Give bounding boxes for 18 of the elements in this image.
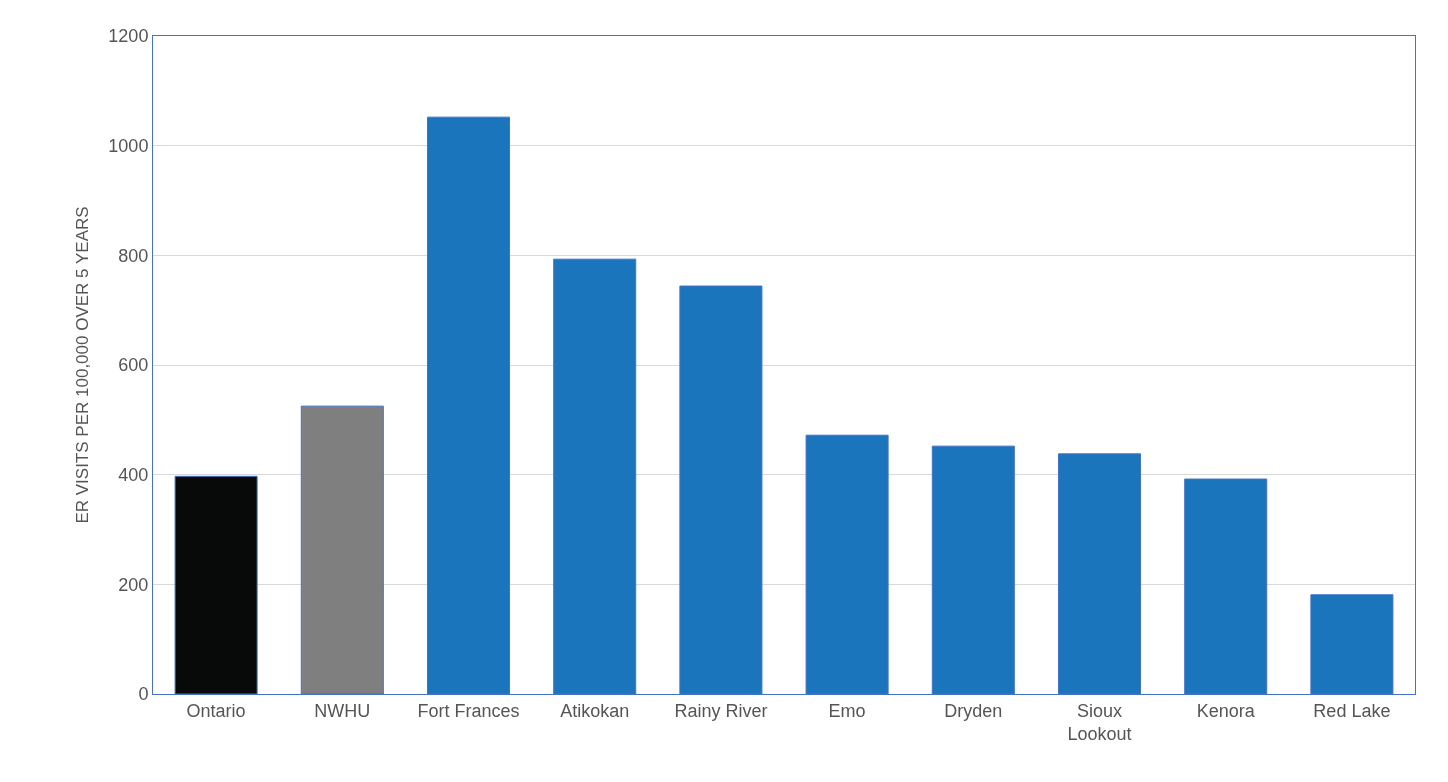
y-tick-label: 1000 (108, 135, 149, 156)
x-tick-label: Sioux Lookout (1067, 700, 1132, 744)
y-tick-label: 0 (138, 684, 149, 705)
y-tick-label: 800 (118, 245, 149, 266)
y-tick-label: 200 (118, 574, 149, 595)
x-tick-label: Rainy River (674, 700, 768, 721)
x-tick-label: NWHU (314, 700, 371, 721)
x-tick-label: Ontario (186, 700, 246, 721)
y-tick-label: 400 (118, 464, 149, 485)
x-tick-label: Fort Frances (417, 700, 520, 721)
x-tick-label: Red Lake (1313, 700, 1391, 721)
x-tick-label: Emo (828, 700, 866, 721)
x-tick-label: Atikokan (560, 700, 630, 721)
y-tick-label: 1200 (108, 26, 149, 47)
x-tick-label: Dryden (944, 700, 1003, 721)
y-tick-label: 600 (118, 355, 149, 376)
x-tick-label: Kenora (1196, 700, 1256, 721)
y-axis-title: ER VISITS PER 100,000 OVER 5 YEARS (72, 206, 92, 524)
